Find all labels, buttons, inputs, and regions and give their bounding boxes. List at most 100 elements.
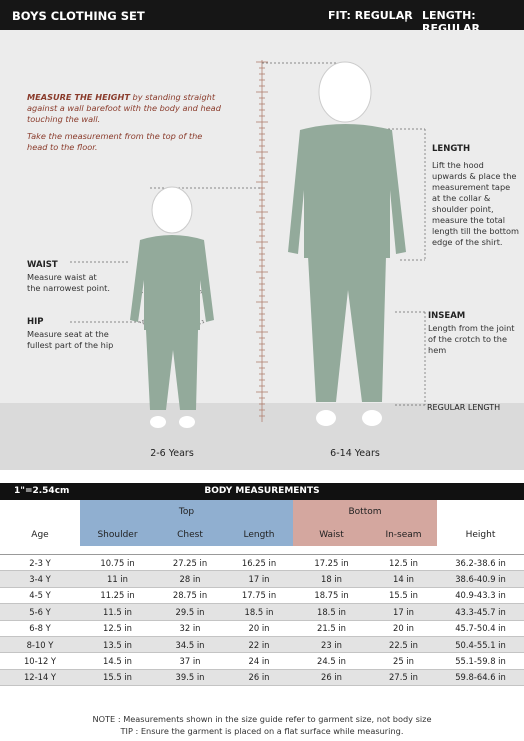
value-cell: 10.75 in [80,554,155,572]
head [151,186,193,234]
value-cell: 21.5 in [293,620,370,637]
value-cell: 55.1-59.8 in [437,652,524,670]
table-row: 2-3 Y 10.75 in 27.25 in 16.25 in 17.25 in 12.… [0,554,524,572]
measurements-table: Top Bottom Age Shoulder Chest Length Waist In… [0,500,524,687]
measure-height-heading: MEASURE THE HEIGHT [27,92,130,102]
length-label: LENGTH [432,144,471,154]
age-cell: 10-12 Y [0,652,80,670]
spacer-row [0,546,524,555]
value-cell: 12.5 in [370,554,438,572]
value-cell: 43.3-45.7 in [437,603,524,621]
length-text: Lift the hood upwards & place the measur… [432,160,519,247]
age-cell: 4-5 Y [0,587,80,605]
value-cell: 36.2-38.6 in [437,554,524,572]
blank-cell [0,500,80,524]
header-bar: BOYS CLOTHING SET FIT: REGULAR | LENGTH:… [0,0,524,35]
table-row: 8-10 Y 13.5 in 34.5 in 22 in 23 in 22.5 in 50.… [0,636,524,654]
value-cell: 18.5 in [293,603,370,621]
value-cell: 20 in [370,620,438,637]
ruler-ticks [256,61,268,417]
value-cell: 11 in [80,570,155,588]
value-cell: 18.75 in [293,587,370,605]
age-label: 2-6 Years [150,448,194,459]
value-cell: 17 in [225,570,293,588]
tip: TIP : Ensure the garment is placed on a … [120,726,404,736]
small-boy [130,186,214,428]
value-cell: 17 in [370,603,438,621]
value-cell: 29.5 in [155,603,225,621]
separator: | [404,9,409,22]
value-cell: 22 in [225,636,293,654]
column-header: Chest [155,524,225,546]
head [318,61,372,123]
value-cell: 24 in [225,652,293,670]
age-label: 6-14 Years [330,448,380,459]
value-cell: 14 in [370,570,438,588]
value-cell: 37 in [155,652,225,670]
foot [150,416,166,428]
table-title-bar: 1"=2.54cm BODY MEASUREMENTS [0,483,524,500]
group-header: Bottom [293,500,438,524]
value-cell: 26 in [225,669,293,687]
age-cell: 2-3 Y [0,554,80,572]
table-row: 10-12 Y 14.5 in 37 in 24 in 24.5 in 25 in 55.1… [0,652,524,670]
table-row: 4-5 Y 11.25 in 28.75 in 17.75 in 18.75 in 15.… [0,587,524,605]
fit: FIT: REGULAR [328,9,413,22]
value-cell: 45.7-50.4 in [437,620,524,637]
value-cell: 22.5 in [370,636,438,654]
table-row: 5-6 Y 11.5 in 29.5 in 18.5 in 18.5 in 17 in 43… [0,603,524,621]
value-cell: 23 in [293,636,370,654]
value-cell: 34.5 in [155,636,225,654]
unit-note: 1"=2.54cm [14,486,70,496]
column-header-row: Age Shoulder Chest Length Waist In-seam Height [0,524,524,546]
value-cell: 13.5 in [80,636,155,654]
value-cell: 32 in [155,620,225,637]
group-row: Top Bottom [0,500,524,524]
pants [308,256,386,402]
value-cell: 12.5 in [80,620,155,637]
column-header: Height [465,530,496,540]
value-cell: 17.25 in [293,554,370,572]
value-cell: 27.25 in [155,554,225,572]
waist-text: Measure waist at the narrowest point. [27,272,110,293]
value-cell: 18 in [293,570,370,588]
age-cell: 8-10 Y [0,636,80,654]
table-row: 3-4 Y 11 in 28 in 17 in 18 in 14 in 38.6-40.9 … [0,570,524,588]
table-body: Top Bottom Age Shoulder Chest Length Waist In… [0,500,524,687]
illustration [70,60,426,428]
value-cell: 24.5 in [293,652,370,670]
regular-length-label: REGULAR LENGTH [427,403,501,412]
age-cell: 5-6 Y [0,603,80,621]
blank-cell [437,500,524,524]
value-cell: 20 in [225,620,293,637]
note: NOTE : Measurements shown in the size gu… [92,714,432,724]
age-cell: 3-4 Y [0,570,80,588]
inseam-label: INSEAM [428,311,466,321]
value-cell: 15.5 in [370,587,438,605]
hoodie [288,124,406,258]
value-cell: 14.5 in [80,652,155,670]
foot [316,410,336,426]
column-header: Waist [293,524,370,546]
pants [146,330,198,410]
big-boy [288,61,406,426]
value-cell: 25 in [370,652,438,670]
table-row: 6-8 Y 12.5 in 32 in 20 in 21.5 in 20 in 45.7-5… [0,620,524,637]
column-header: Length [225,524,293,546]
value-cell: 50.4-55.1 in [437,636,524,654]
measure-height-tip: Take the measurement from the top of the… [27,131,203,152]
hoodie [130,235,214,330]
hip-label: HIP [27,317,44,327]
value-cell: 40.9-43.3 in [437,587,524,605]
waist-label: WAIST [27,260,58,270]
value-cell: 28.75 in [155,587,225,605]
inseam-text: Length from the joint of the crotch to t… [428,323,515,355]
group-header: Top [80,500,293,524]
table-row: 12-14 Y 15.5 in 39.5 in 26 in 26 in 27.5 in 59… [0,669,524,687]
value-cell: 28 in [155,570,225,588]
value-cell: 38.6-40.9 in [437,570,524,588]
age-cell: 6-8 Y [0,620,80,637]
value-cell: 26 in [293,669,370,687]
